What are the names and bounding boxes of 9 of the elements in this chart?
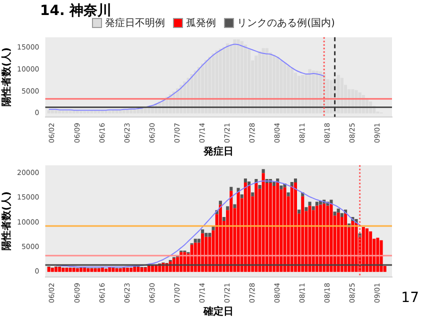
legend-label: リンクのある例(国内) [237,16,335,30]
text: 17 [401,290,419,306]
text: 発症日不明例 [105,18,166,30]
x-axis-title: 確定日 [202,306,234,318]
x-axis-title: 発症日 [202,146,234,158]
legend-label: 孤発例 [186,17,216,30]
y-axis-title: 陽性者数(人) [0,191,13,251]
chart-title: 14. 神奈川 [40,2,112,19]
y-axis-title: 陽性者数(人) [0,47,13,107]
